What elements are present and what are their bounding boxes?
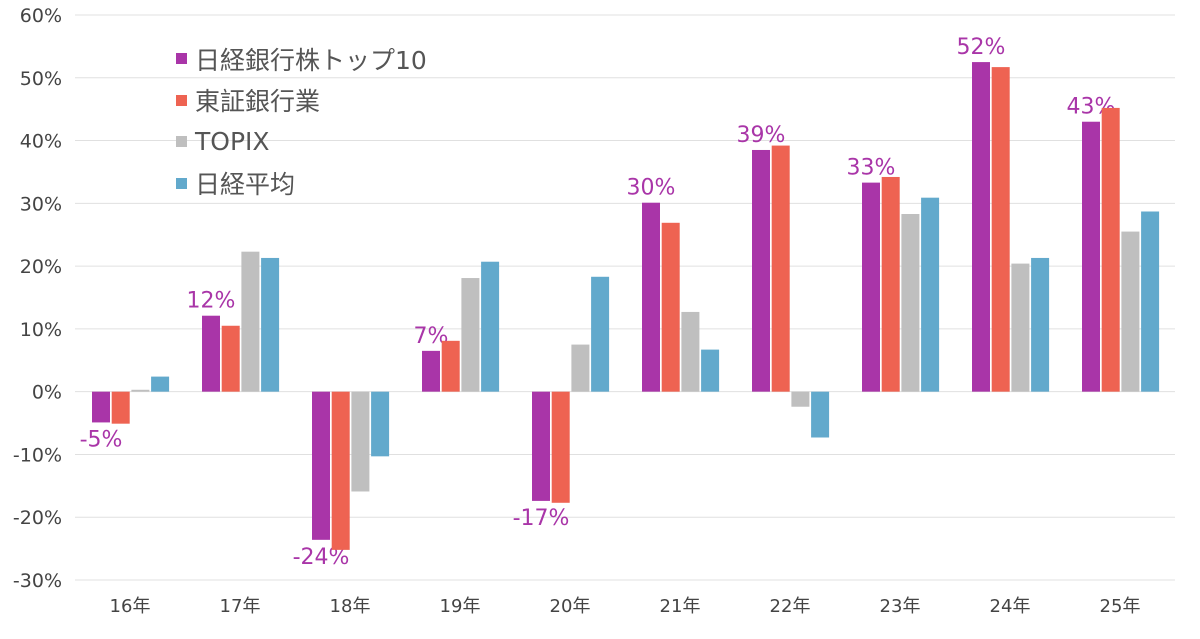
y-tick-label: 0% <box>32 382 62 404</box>
bar <box>862 182 880 392</box>
bar <box>1011 263 1030 392</box>
data-label: 33% <box>847 156 896 181</box>
bar <box>881 176 900 392</box>
y-tick-label: 30% <box>20 193 62 215</box>
bar <box>1121 231 1140 392</box>
y-tick-label: 40% <box>20 131 62 153</box>
x-tick-label: 19年 <box>440 596 481 617</box>
bar <box>241 251 260 392</box>
y-tick-label: -20% <box>13 507 62 529</box>
bar <box>532 391 550 501</box>
legend: 日経銀行株トップ10 東証銀行業 TOPIX 日経平均 <box>176 38 427 204</box>
data-label: 12% <box>187 289 236 314</box>
bar <box>1141 211 1160 392</box>
legend-label: 日経銀行株トップ10 <box>195 45 427 75</box>
bar <box>571 344 590 392</box>
bar <box>481 261 500 392</box>
legend-label: 日経平均 <box>195 170 296 200</box>
bar <box>202 315 220 392</box>
x-tick-label: 17年 <box>220 596 261 617</box>
bar <box>1101 107 1120 392</box>
bar <box>371 391 390 457</box>
data-label: -17% <box>513 506 570 531</box>
legend-swatch <box>176 177 187 189</box>
bar <box>752 149 770 392</box>
bar <box>1082 121 1100 392</box>
x-tick-label: 24年 <box>990 596 1031 617</box>
bar <box>312 391 330 540</box>
bar <box>1031 257 1050 392</box>
bar <box>921 197 940 392</box>
bar <box>591 276 610 392</box>
bar <box>111 391 130 424</box>
x-tick-label: 22年 <box>770 596 811 617</box>
y-tick-label: 20% <box>20 256 62 278</box>
legend-swatch <box>176 94 187 106</box>
x-tick-label: 18年 <box>330 596 371 617</box>
bar <box>92 391 110 423</box>
y-tick-label: -10% <box>13 444 62 466</box>
bar <box>441 340 460 392</box>
bar <box>351 391 370 492</box>
bar <box>422 350 440 392</box>
data-label: 39% <box>737 123 786 148</box>
data-label: -5% <box>80 427 123 452</box>
legend-item: 日経銀行株トップ10 <box>176 38 427 80</box>
bar <box>151 376 170 392</box>
bar <box>681 311 700 392</box>
bar <box>771 145 790 392</box>
bar <box>701 349 720 392</box>
x-tick-label: 21年 <box>660 596 701 617</box>
bar <box>131 389 150 392</box>
y-tick-label: 60% <box>20 5 62 27</box>
legend-label: 東証銀行業 <box>195 87 321 117</box>
bar <box>221 325 240 392</box>
x-tick-label: 23年 <box>880 596 921 617</box>
bar <box>551 391 570 503</box>
x-tick-label: 16年 <box>110 596 151 617</box>
legend-swatch <box>176 53 187 65</box>
y-tick-label: -30% <box>13 570 62 592</box>
bar <box>972 62 990 392</box>
data-label: 52% <box>957 35 1006 60</box>
legend-item: 東証銀行業 <box>176 80 427 122</box>
bar <box>901 214 920 392</box>
x-tick-label: 25年 <box>1100 596 1141 617</box>
legend-swatch <box>176 136 187 148</box>
data-label: 30% <box>627 176 676 201</box>
legend-item: TOPIX <box>176 121 427 163</box>
bar <box>331 391 350 550</box>
bar <box>791 391 810 407</box>
y-tick-label: 10% <box>20 319 62 341</box>
bar <box>261 257 280 392</box>
bar <box>642 202 660 392</box>
legend-item: 日経平均 <box>176 163 427 205</box>
x-tick-label: 20年 <box>550 596 591 617</box>
bar <box>811 391 830 438</box>
y-tick-label: 50% <box>20 68 62 90</box>
bar <box>661 222 680 392</box>
bar <box>991 67 1010 392</box>
legend-label: TOPIX <box>195 127 270 157</box>
bar <box>461 278 480 392</box>
